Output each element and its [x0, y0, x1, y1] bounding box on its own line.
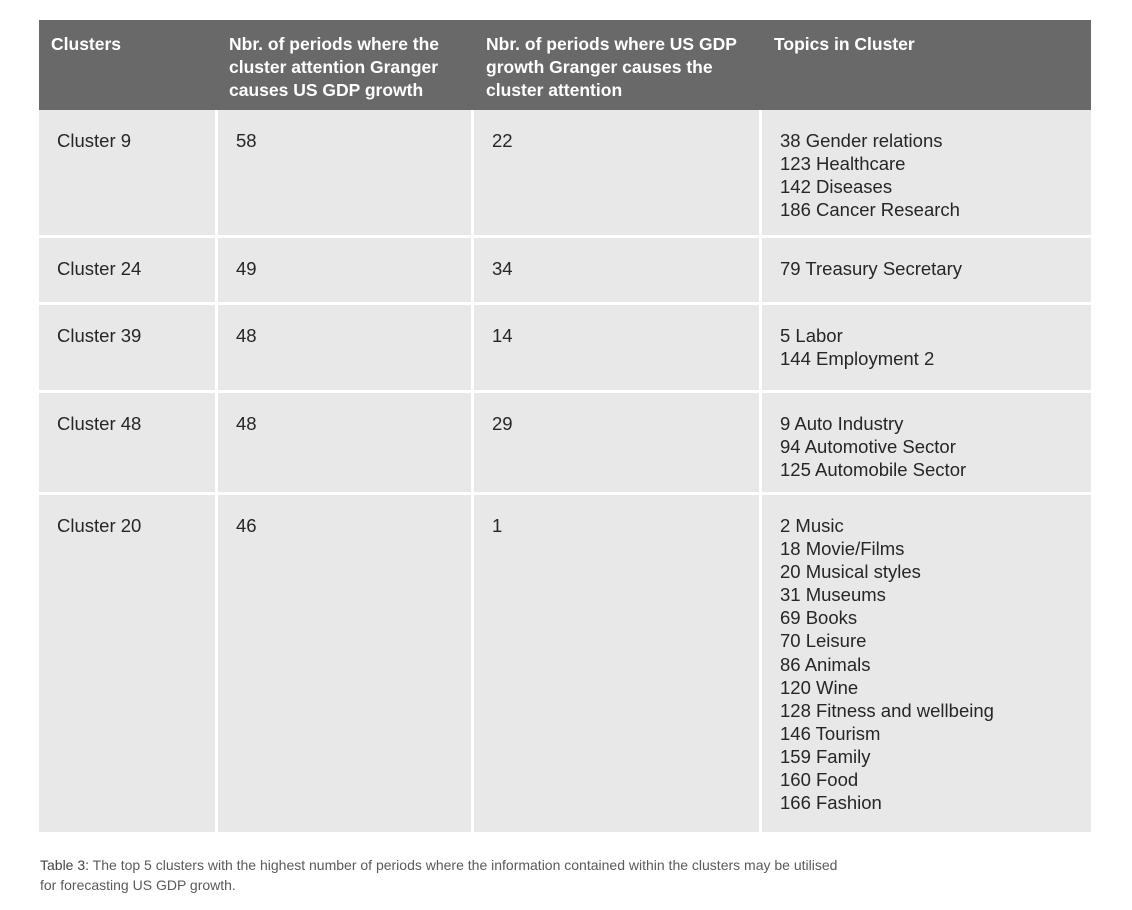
cell-cluster-causes-gdp: 49 [218, 238, 474, 302]
table-row: Cluster 9 58 22 38 Gender relations 123 … [39, 110, 1091, 235]
cell-topics: 38 Gender relations 123 Healthcare 142 D… [762, 110, 1091, 235]
cell-gdp-causes-cluster: 1 [474, 495, 762, 832]
topic-item: 2 Music [780, 515, 844, 536]
topic-item: 94 Automotive Sector [780, 436, 956, 458]
topic-item: 86 Animals [780, 653, 871, 675]
topic-item: 120 Wine [780, 676, 859, 698]
header-clusters: Clusters [51, 34, 122, 54]
cell-topics: 79 Treasury Secretary [762, 238, 1091, 302]
cell-gdp-causes-cluster: 29 [474, 393, 762, 492]
cell-cluster: Cluster 9 [39, 110, 218, 235]
cell-cluster: Cluster 20 [39, 495, 218, 832]
topic-item: 186 Cancer Research [780, 199, 960, 221]
topic-item: 5 Labor [780, 325, 843, 346]
table-header: Clusters Nbr. of periods where the clust… [39, 20, 1091, 110]
topic-item: 160 Food [780, 769, 859, 791]
cell-gdp-causes-cluster: 22 [474, 110, 762, 235]
topic-item: 159 Family [780, 745, 871, 767]
header-gdp-causes-cluster: Nbr. of periods where US GDP growth Gran… [486, 34, 737, 100]
cell-gdp-causes-cluster: 34 [474, 238, 762, 302]
table-row: Cluster 48 48 29 9 Auto Industry 94 Auto… [39, 390, 1091, 492]
topic-item: 128 Fitness and wellbeing [780, 699, 994, 721]
topic-item: 79 Treasury Secretary [780, 258, 962, 279]
topic-item: 166 Fashion [780, 792, 882, 814]
cell-cluster-causes-gdp: 58 [218, 110, 474, 235]
cell-cluster-causes-gdp: 48 [218, 305, 474, 390]
topic-item: 69 Books [780, 607, 858, 629]
header-topics: Topics in Cluster [774, 34, 915, 54]
cell-cluster-causes-gdp: 46 [218, 495, 474, 832]
topic-item: 125 Automobile Sector [780, 459, 967, 481]
clusters-table: Clusters Nbr. of periods where the clust… [39, 20, 1091, 832]
table-row: Cluster 24 49 34 79 Treasury Secretary [39, 235, 1091, 302]
cell-cluster: Cluster 48 [39, 393, 218, 492]
topic-item: 38 Gender relations [780, 130, 943, 151]
topic-item: 144 Employment 2 [780, 348, 935, 370]
topic-item: 9 Auto Industry [780, 413, 904, 434]
cell-topics: 5 Labor 144 Employment 2 [762, 305, 1091, 390]
caption-text: The top 5 clusters with the highest numb… [40, 857, 838, 893]
topic-item: 31 Museums [780, 584, 886, 606]
topic-item: 70 Leisure [780, 630, 867, 652]
cell-gdp-causes-cluster: 14 [474, 305, 762, 390]
caption-label: Table 3: [40, 857, 90, 873]
cell-cluster: Cluster 39 [39, 305, 218, 390]
cell-topics: 2 Music 18 Movie/Films 20 Musical styles… [762, 495, 1091, 832]
cell-topics: 9 Auto Industry 94 Automotive Sector 125… [762, 393, 1091, 492]
header-cluster-causes-gdp: Nbr. of periods where the cluster attent… [229, 34, 440, 100]
topic-item: 20 Musical styles [780, 561, 921, 583]
cell-cluster-causes-gdp: 48 [218, 393, 474, 492]
topic-item: 18 Movie/Films [780, 538, 905, 560]
table-caption: Table 3: The top 5 clusters with the hig… [40, 855, 840, 895]
topic-item: 123 Healthcare [780, 153, 906, 175]
table-row: Cluster 20 46 1 2 Music 18 Movie/Films 2… [39, 492, 1091, 832]
cell-cluster: Cluster 24 [39, 238, 218, 302]
topic-item: 146 Tourism [780, 722, 881, 744]
table-row: Cluster 39 48 14 5 Labor 144 Employment … [39, 302, 1091, 390]
topic-item: 142 Diseases [780, 176, 893, 198]
